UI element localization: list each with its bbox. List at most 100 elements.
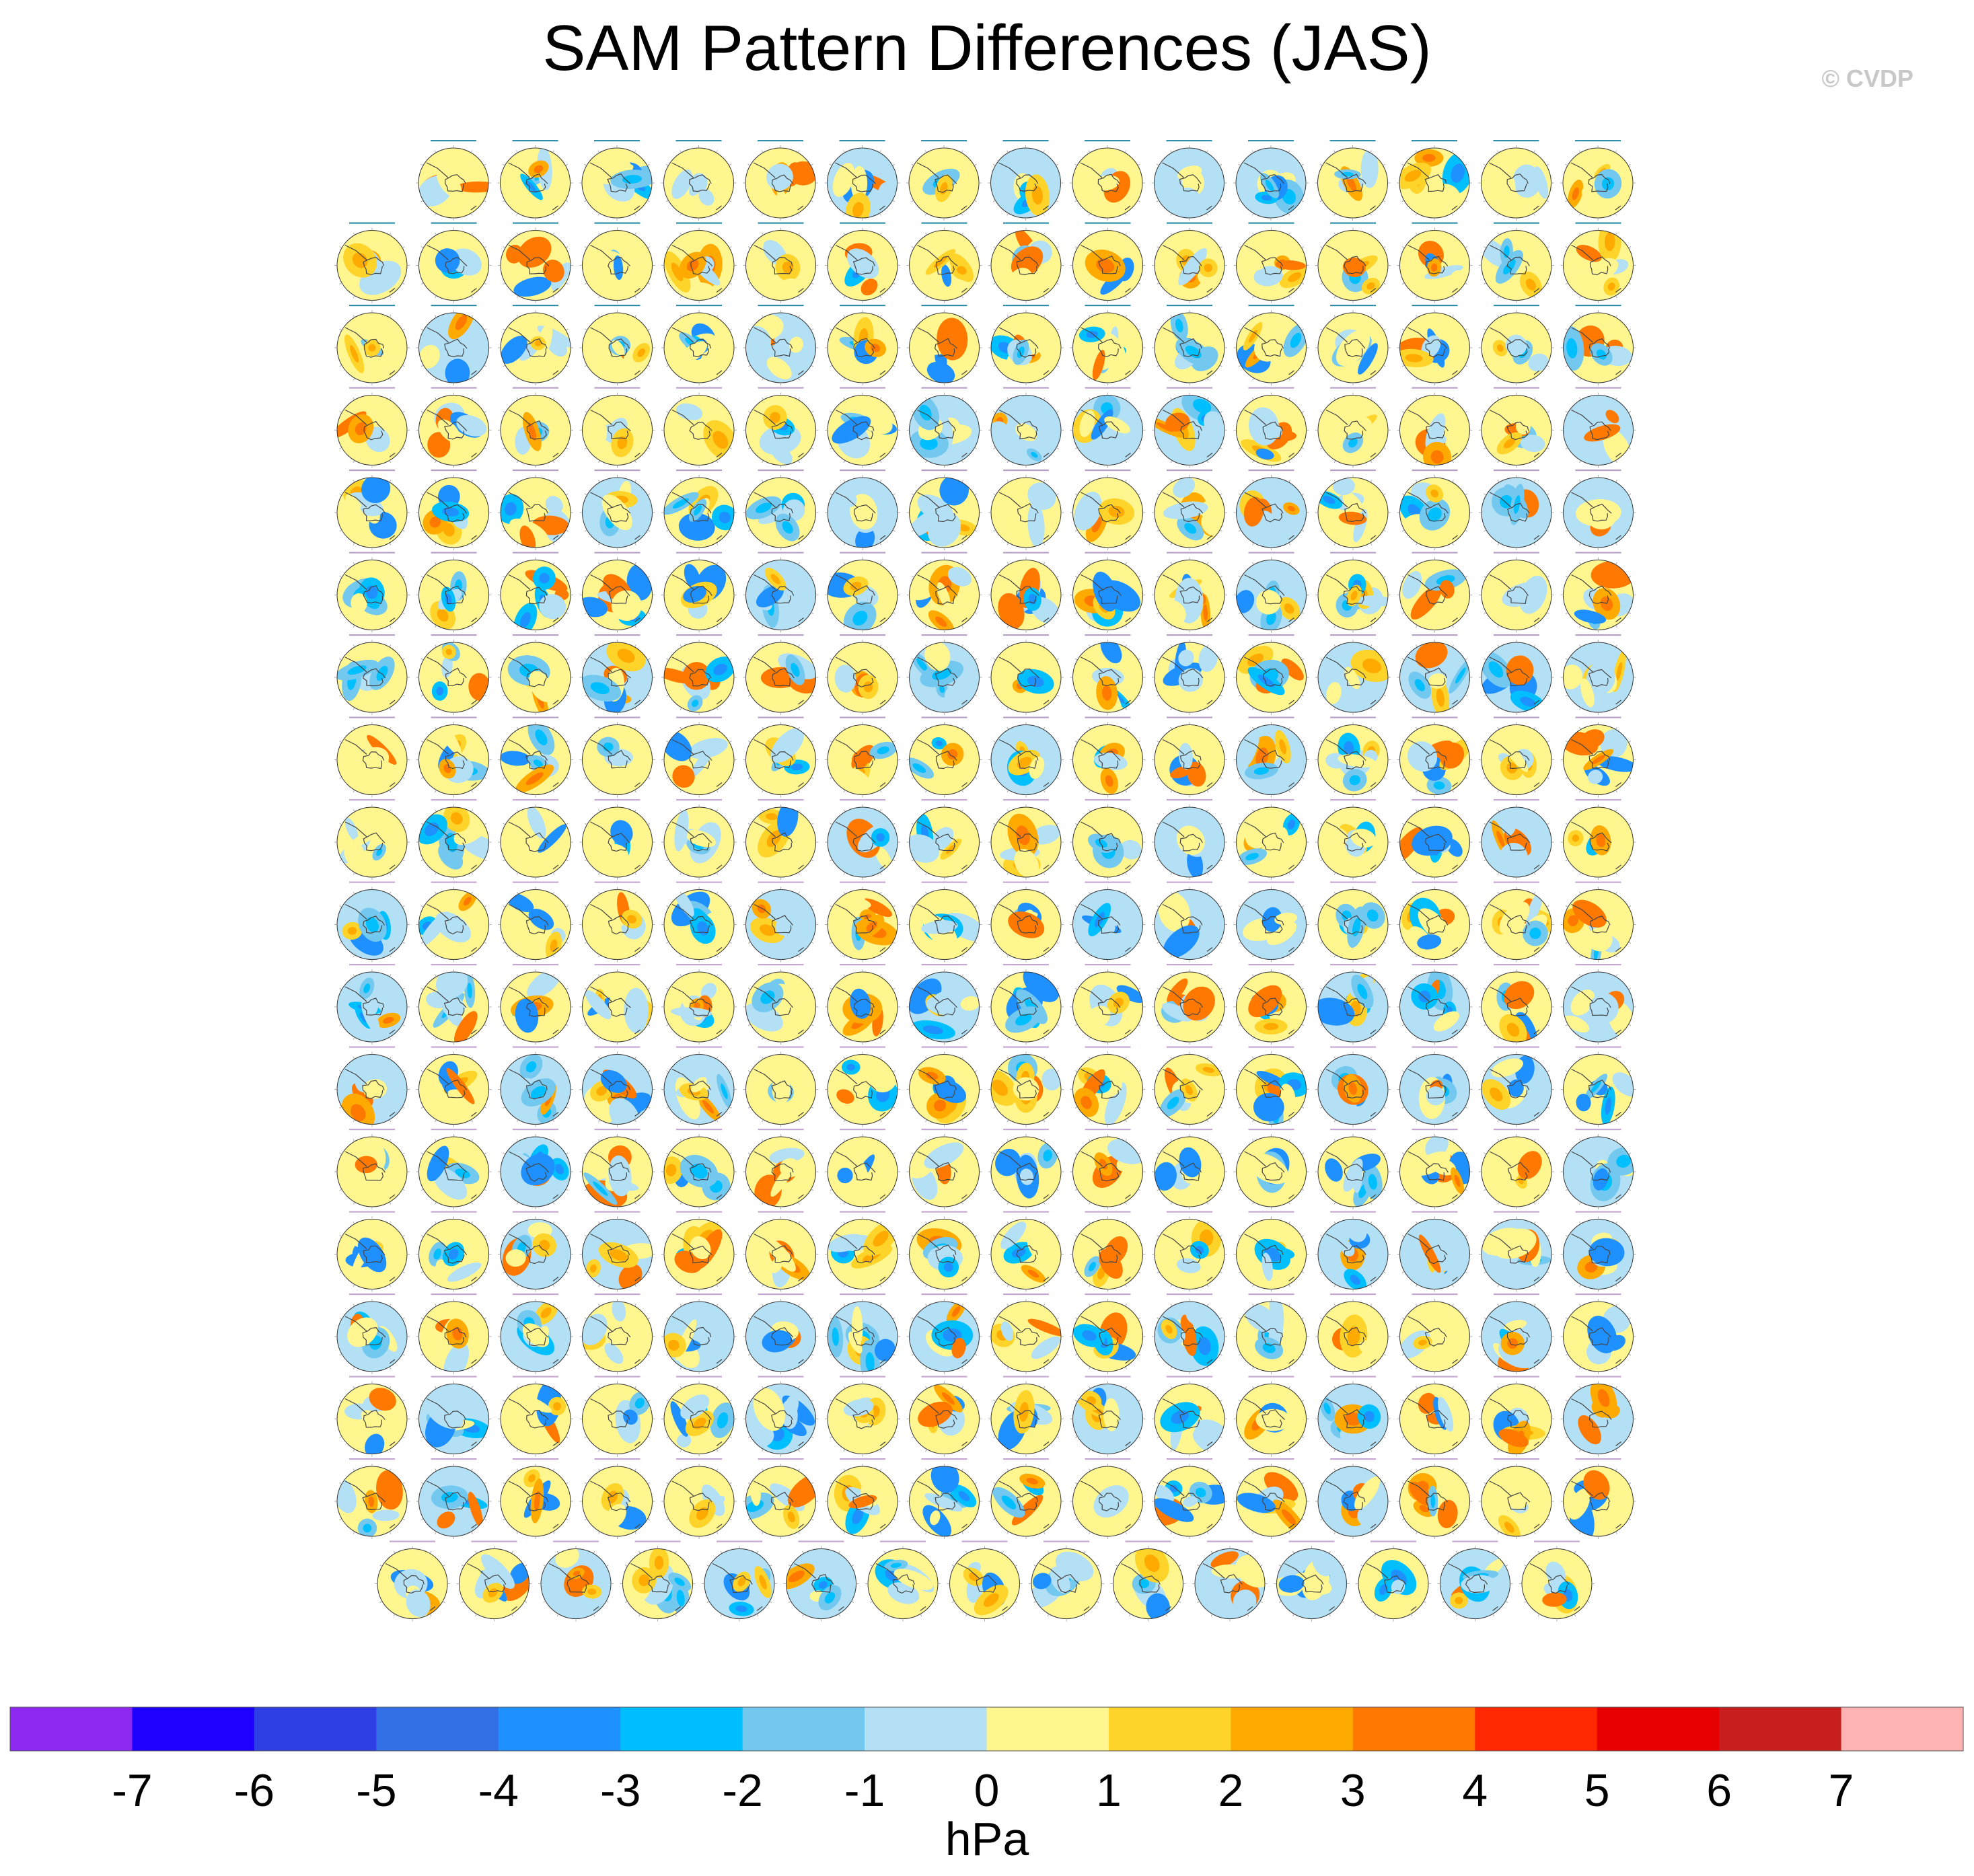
panel-tick — [1533, 891, 1536, 895]
panel-title-mark — [431, 387, 477, 389]
panel-title-mark — [594, 799, 641, 801]
panel-tick — [421, 283, 424, 285]
panel-tick — [584, 1024, 587, 1026]
panel-field — [582, 395, 653, 465]
panel-tick — [1452, 562, 1454, 565]
panel-tick — [811, 612, 814, 614]
panel-field — [828, 313, 898, 383]
panel-tick — [647, 823, 651, 825]
panel-tick — [471, 315, 473, 318]
panel-field — [828, 972, 898, 1042]
sam-panel — [1233, 552, 1309, 633]
panel-tick — [911, 942, 914, 944]
panel-field — [828, 642, 898, 712]
panel-tick — [1056, 823, 1059, 825]
panel-tick — [353, 707, 355, 710]
sam-panel — [416, 716, 492, 798]
panel-tick — [843, 377, 846, 381]
panel-tick — [503, 1070, 506, 1072]
panel-tick — [1056, 777, 1059, 779]
panel-field — [909, 478, 980, 548]
panel-title-mark — [513, 799, 558, 801]
sam-panel — [1479, 552, 1554, 633]
panel-field — [664, 807, 734, 877]
panel-tick — [974, 859, 978, 862]
panel-tick — [1206, 562, 1209, 565]
anomaly-core — [770, 412, 780, 423]
panel-tick — [1156, 200, 1159, 202]
panel-tick — [1301, 1024, 1305, 1026]
panel-tick — [1288, 480, 1290, 483]
panel-tick — [1546, 942, 1549, 944]
panel-tick — [666, 1024, 669, 1026]
panel-tick — [565, 823, 569, 825]
panel-field — [1318, 1054, 1388, 1125]
panel-tick — [552, 213, 554, 216]
panel-tick — [830, 694, 833, 697]
panel-tick — [471, 891, 473, 895]
panel-tick — [471, 726, 473, 730]
panel-tick — [1170, 460, 1173, 463]
panel-tick — [879, 1056, 882, 1059]
panel-tick — [911, 741, 914, 743]
panel-tick — [471, 377, 473, 381]
panel-tick — [1206, 480, 1209, 483]
anomaly-core — [782, 521, 793, 534]
panel-tick — [402, 612, 405, 614]
panel-tick — [729, 200, 732, 202]
coastline — [998, 492, 1050, 540]
panel-field — [1236, 642, 1307, 712]
anomaly-core — [1290, 332, 1302, 348]
panel-title-mark — [1085, 881, 1131, 883]
panel-title-mark — [1412, 799, 1458, 801]
panel-tick — [552, 1119, 555, 1123]
panel-tick — [925, 790, 927, 793]
panel-tick — [598, 562, 600, 565]
coastline — [1489, 409, 1540, 457]
sam-panel — [1233, 387, 1309, 468]
panel-tick — [552, 480, 555, 483]
panel-tick — [647, 200, 650, 202]
panel-title-mark — [1085, 552, 1131, 554]
panel-tick — [1089, 295, 1091, 299]
anomaly-contour — [1426, 433, 1447, 445]
panel-tick — [1170, 377, 1173, 381]
panel-field — [1563, 642, 1634, 712]
sam-panel — [825, 634, 900, 715]
coastline — [1081, 492, 1131, 540]
panel-tick — [1383, 694, 1386, 697]
panel-tick — [1416, 460, 1418, 463]
anomaly-core — [945, 329, 959, 349]
panel-tick — [389, 1119, 392, 1123]
sam-panel — [498, 964, 573, 1045]
coastline — [1081, 327, 1131, 375]
panel-tick — [339, 529, 342, 532]
panel-tick — [879, 872, 882, 875]
panel-field — [1482, 478, 1551, 548]
sam-panel — [1152, 222, 1227, 303]
panel-tick — [747, 200, 751, 202]
panel-tick — [1238, 529, 1241, 532]
panel-tick — [830, 859, 833, 862]
panel-tick — [598, 377, 600, 381]
panel-tick — [1238, 576, 1241, 578]
panel-field — [1236, 478, 1307, 548]
panel-tick — [1546, 246, 1549, 248]
panel-tick — [911, 365, 914, 367]
panel-title-mark — [594, 470, 641, 472]
panel-tick — [798, 707, 800, 710]
anomaly-contour — [667, 419, 704, 444]
anomaly-core — [865, 283, 873, 291]
sam-panel — [1070, 552, 1146, 633]
panel-tick — [1219, 411, 1222, 413]
panel-tick — [421, 576, 424, 578]
panel-tick — [798, 460, 800, 463]
panel-tick — [811, 694, 814, 697]
panel-tick — [1125, 1119, 1127, 1123]
panel-tick — [552, 542, 555, 546]
sam-panel — [1233, 716, 1309, 798]
panel-title-mark — [1085, 964, 1131, 966]
panel-tick — [925, 295, 927, 299]
panel-title-mark — [676, 1046, 722, 1048]
panel-tick — [634, 974, 636, 977]
